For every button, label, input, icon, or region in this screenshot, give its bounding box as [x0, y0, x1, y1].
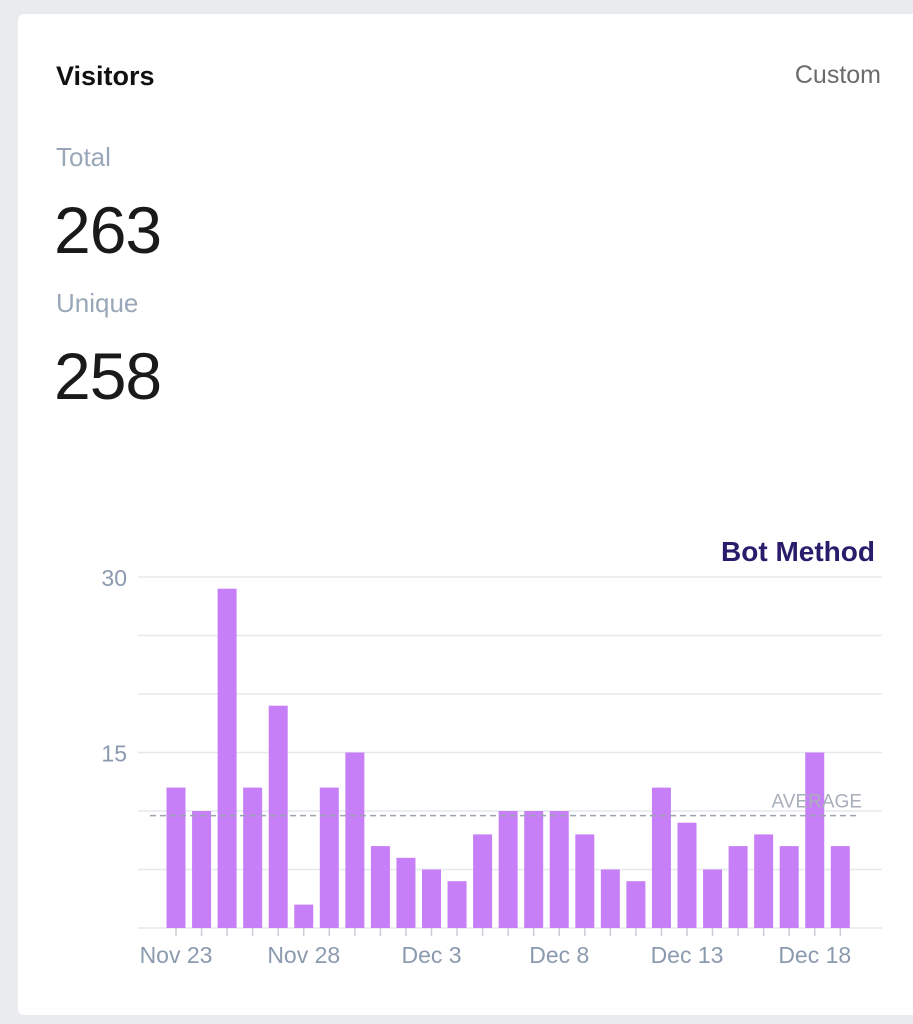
date-range-button[interactable]: Custom [794, 61, 881, 89]
total-label: Total [56, 142, 111, 172]
unique-value: 258 [54, 339, 162, 413]
card-title: Visitors [56, 61, 155, 91]
unique-label: Unique [56, 288, 139, 318]
total-value: 263 [54, 193, 162, 267]
visitors-card: Visitors Custom Total 263 Unique 258 [18, 14, 913, 1015]
